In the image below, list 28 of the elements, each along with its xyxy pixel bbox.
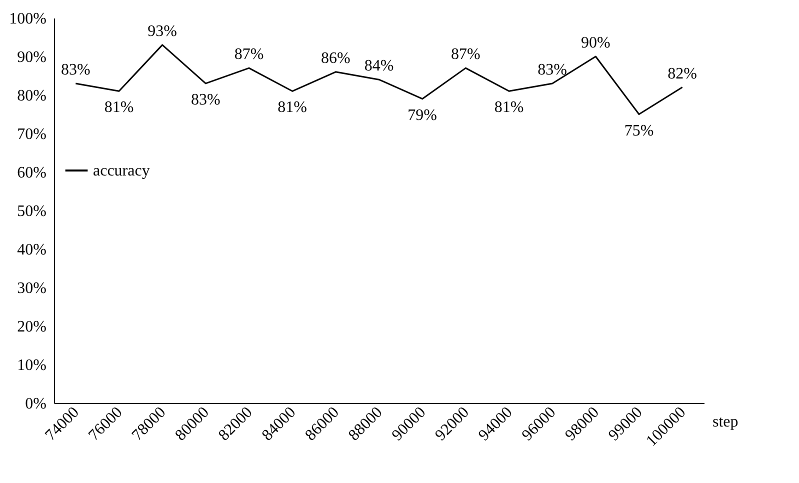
y-tick-label: 80%: [17, 88, 46, 104]
data-label: 75%: [624, 122, 654, 140]
data-label: 83%: [538, 61, 567, 78]
y-tick-label: 20%: [17, 318, 46, 336]
y-tick-label: 0%: [25, 396, 46, 412]
data-label: 93%: [148, 22, 177, 40]
data-label: 79%: [408, 106, 437, 124]
data-label: 81%: [278, 99, 307, 116]
data-label: 82%: [668, 65, 697, 82]
y-tick-label: 70%: [17, 126, 46, 143]
data-label: 87%: [451, 46, 480, 64]
data-label: 81%: [494, 99, 524, 116]
y-tick-label: 90%: [17, 49, 46, 66]
data-label: 81%: [104, 99, 134, 116]
y-tick-label: 100%: [9, 10, 46, 28]
y-tick-label: 60%: [17, 164, 46, 182]
x-axis-title: step: [712, 414, 738, 430]
y-tick-label: 50%: [17, 203, 46, 220]
y-tick-label: 40%: [17, 242, 46, 258]
y-tick-label: 30%: [17, 280, 46, 297]
data-label: 83%: [61, 61, 90, 78]
data-label: 90%: [581, 34, 610, 52]
legend-label: accuracy: [93, 162, 150, 180]
y-tick-label: 10%: [17, 357, 46, 374]
data-label: 86%: [321, 50, 350, 67]
data-label: 83%: [191, 91, 220, 108]
data-label: 87%: [234, 46, 264, 64]
data-label: 84%: [364, 58, 394, 75]
